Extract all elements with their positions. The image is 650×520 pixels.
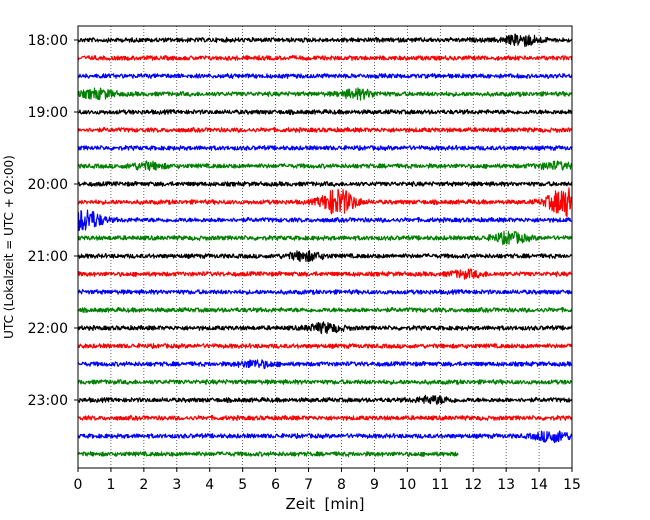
y-tick-label: 18:00 [28, 33, 68, 49]
trace-2215 [77, 343, 573, 350]
x-tick-label: 13 [497, 477, 515, 493]
trace-2145 [77, 306, 573, 314]
trace-2015 [77, 187, 573, 218]
x-tick-label: 0 [74, 477, 83, 493]
trace-2000 [77, 180, 573, 187]
y-tick-label: 19:00 [28, 105, 68, 121]
x-tick-label: 1 [106, 477, 115, 493]
x-ticks: 0 1 2 3 4 5 6 7 8 9 10 11 12 13 14 15 [74, 468, 581, 493]
trace-1900 [77, 108, 573, 116]
y-tick-label: 22:00 [28, 321, 68, 337]
y-tick-label: 21:00 [28, 249, 68, 265]
trace-2100 [77, 250, 573, 263]
x-tick-label: 3 [172, 477, 181, 493]
trace-1930 [77, 145, 573, 152]
y-tick-label: 23:00 [28, 393, 68, 409]
trace-2315 [77, 414, 573, 422]
x-tick-label: 6 [271, 477, 280, 493]
x-tick-label: 15 [563, 477, 581, 493]
x-tick-label: 14 [530, 477, 548, 493]
trace-1800 [77, 33, 573, 48]
y-axis-label: UTC (Lokalzeit = UTC + 02:00) [2, 155, 16, 339]
trace-2330 [77, 430, 573, 444]
trace-2300 [77, 394, 573, 405]
x-tick-label: 8 [337, 477, 346, 493]
x-tick-label: 10 [398, 477, 416, 493]
trace-2345 [77, 451, 459, 458]
trace-2230 [77, 359, 573, 370]
x-tick-label: 12 [464, 477, 482, 493]
x-tick-label: 11 [431, 477, 449, 493]
trace-1915 [77, 126, 573, 134]
trace-2200 [77, 321, 573, 335]
trace-1815 [77, 54, 573, 62]
x-tick-label: 2 [139, 477, 148, 493]
trace-1845 [77, 87, 573, 101]
trace-2130 [77, 289, 573, 296]
x-axis-label: Zeit [min] [285, 495, 364, 513]
trace-2245 [77, 379, 573, 386]
traces [77, 33, 573, 458]
trace-2030 [77, 209, 573, 232]
trace-1945 [77, 160, 573, 172]
trace-2045 [77, 230, 573, 246]
trace-2115 [77, 268, 573, 280]
plot-frame [77, 25, 573, 469]
y-ticks: 18:00 19:00 20:00 21:00 22:00 23:00 [28, 33, 78, 409]
x-tick-label: 9 [370, 477, 379, 493]
trace-1830 [77, 72, 573, 79]
x-tick-label: 4 [205, 477, 214, 493]
x-tick-label: 5 [238, 477, 247, 493]
x-tick-label: 7 [304, 477, 313, 493]
y-tick-label: 20:00 [28, 177, 68, 193]
